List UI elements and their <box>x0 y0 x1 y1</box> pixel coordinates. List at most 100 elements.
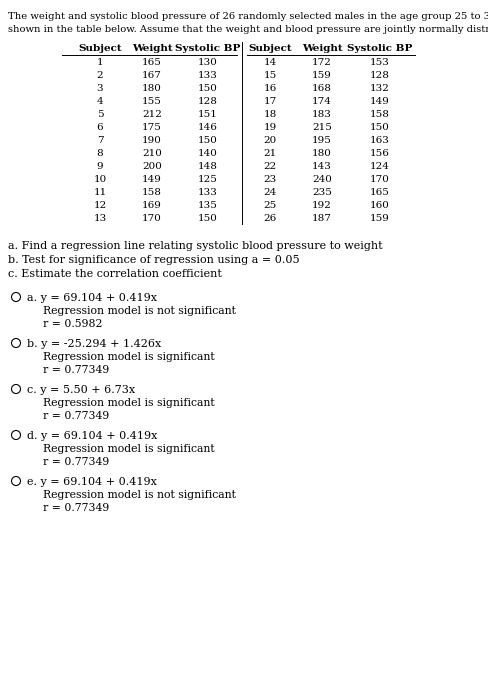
Text: 128: 128 <box>370 71 390 80</box>
Text: 190: 190 <box>142 136 162 145</box>
Text: 20: 20 <box>264 136 277 145</box>
Text: 8: 8 <box>97 149 103 158</box>
Text: shown in the table below. Assume that the weight and blood pressure are jointly : shown in the table below. Assume that th… <box>8 25 488 34</box>
Text: 200: 200 <box>142 162 162 171</box>
Text: 14: 14 <box>264 58 277 67</box>
Text: 149: 149 <box>142 175 162 184</box>
Text: a. Find a regression line relating systolic blood pressure to weight: a. Find a regression line relating systo… <box>8 241 383 251</box>
Text: 12: 12 <box>93 201 106 210</box>
Text: 165: 165 <box>142 58 162 67</box>
Text: 215: 215 <box>312 123 332 132</box>
Text: 151: 151 <box>198 110 218 119</box>
Text: 13: 13 <box>93 214 106 223</box>
Text: 10: 10 <box>93 175 106 184</box>
Text: Systolic BP: Systolic BP <box>347 44 413 53</box>
Text: 155: 155 <box>142 97 162 106</box>
Text: Regression model is significant: Regression model is significant <box>43 444 215 454</box>
Text: 158: 158 <box>370 110 390 119</box>
Text: b. y = -25.294 + 1.426x: b. y = -25.294 + 1.426x <box>27 339 161 349</box>
Text: c. Estimate the correlation coefficient: c. Estimate the correlation coefficient <box>8 269 222 279</box>
Text: 6: 6 <box>97 123 103 132</box>
Text: 21: 21 <box>264 149 277 158</box>
Text: 4: 4 <box>97 97 103 106</box>
Text: 212: 212 <box>142 110 162 119</box>
Text: 146: 146 <box>198 123 218 132</box>
Text: 17: 17 <box>264 97 277 106</box>
Text: 25: 25 <box>264 201 277 210</box>
Text: 165: 165 <box>370 188 390 197</box>
Text: 235: 235 <box>312 188 332 197</box>
Text: 169: 169 <box>142 201 162 210</box>
Text: 158: 158 <box>142 188 162 197</box>
Text: 132: 132 <box>370 84 390 93</box>
Text: 124: 124 <box>370 162 390 171</box>
Text: 183: 183 <box>312 110 332 119</box>
Text: 23: 23 <box>264 175 277 184</box>
Text: 143: 143 <box>312 162 332 171</box>
Text: 175: 175 <box>142 123 162 132</box>
Text: c. y = 5.50 + 6.73x: c. y = 5.50 + 6.73x <box>27 385 135 395</box>
Text: Weight: Weight <box>302 44 342 53</box>
Text: r = 0.5982: r = 0.5982 <box>43 319 102 329</box>
Text: 128: 128 <box>198 97 218 106</box>
Text: a. y = 69.104 + 0.419x: a. y = 69.104 + 0.419x <box>27 293 157 303</box>
Text: 26: 26 <box>264 214 277 223</box>
Text: 163: 163 <box>370 136 390 145</box>
Text: Weight: Weight <box>132 44 172 53</box>
Text: 3: 3 <box>97 84 103 93</box>
Text: Regression model is not significant: Regression model is not significant <box>43 306 236 316</box>
Text: 18: 18 <box>264 110 277 119</box>
Text: 7: 7 <box>97 136 103 145</box>
Text: 210: 210 <box>142 149 162 158</box>
Text: 180: 180 <box>142 84 162 93</box>
Text: b. Test for significance of regression using a = 0.05: b. Test for significance of regression u… <box>8 255 300 265</box>
Text: 150: 150 <box>370 123 390 132</box>
Text: 133: 133 <box>198 71 218 80</box>
Text: 149: 149 <box>370 97 390 106</box>
Text: 170: 170 <box>370 175 390 184</box>
Text: 15: 15 <box>264 71 277 80</box>
Text: 150: 150 <box>198 136 218 145</box>
Text: 22: 22 <box>264 162 277 171</box>
Text: 167: 167 <box>142 71 162 80</box>
Text: 125: 125 <box>198 175 218 184</box>
Text: 133: 133 <box>198 188 218 197</box>
Text: 153: 153 <box>370 58 390 67</box>
Text: Regression model is significant: Regression model is significant <box>43 398 215 408</box>
Text: 192: 192 <box>312 201 332 210</box>
Text: 172: 172 <box>312 58 332 67</box>
Text: 9: 9 <box>97 162 103 171</box>
Text: 11: 11 <box>93 188 106 197</box>
Text: r = 0.77349: r = 0.77349 <box>43 503 109 513</box>
Text: 195: 195 <box>312 136 332 145</box>
Text: 180: 180 <box>312 149 332 158</box>
Text: 150: 150 <box>198 214 218 223</box>
Text: r = 0.77349: r = 0.77349 <box>43 411 109 421</box>
Text: 148: 148 <box>198 162 218 171</box>
Text: 135: 135 <box>198 201 218 210</box>
Text: 5: 5 <box>97 110 103 119</box>
Text: Regression model is significant: Regression model is significant <box>43 352 215 362</box>
Text: e. y = 69.104 + 0.419x: e. y = 69.104 + 0.419x <box>27 477 157 487</box>
Text: 160: 160 <box>370 201 390 210</box>
Text: r = 0.77349: r = 0.77349 <box>43 365 109 375</box>
Text: 159: 159 <box>370 214 390 223</box>
Text: 2: 2 <box>97 71 103 80</box>
Text: Subject: Subject <box>248 44 292 53</box>
Text: Systolic BP: Systolic BP <box>175 44 241 53</box>
Text: r = 0.77349: r = 0.77349 <box>43 457 109 467</box>
Text: 156: 156 <box>370 149 390 158</box>
Text: 240: 240 <box>312 175 332 184</box>
Text: 150: 150 <box>198 84 218 93</box>
Text: Regression model is not significant: Regression model is not significant <box>43 490 236 500</box>
Text: 170: 170 <box>142 214 162 223</box>
Text: 130: 130 <box>198 58 218 67</box>
Text: 1: 1 <box>97 58 103 67</box>
Text: The weight and systolic blood pressure of 26 randomly selected males in the age : The weight and systolic blood pressure o… <box>8 12 488 21</box>
Text: 16: 16 <box>264 84 277 93</box>
Text: 174: 174 <box>312 97 332 106</box>
Text: 140: 140 <box>198 149 218 158</box>
Text: 24: 24 <box>264 188 277 197</box>
Text: 159: 159 <box>312 71 332 80</box>
Text: 168: 168 <box>312 84 332 93</box>
